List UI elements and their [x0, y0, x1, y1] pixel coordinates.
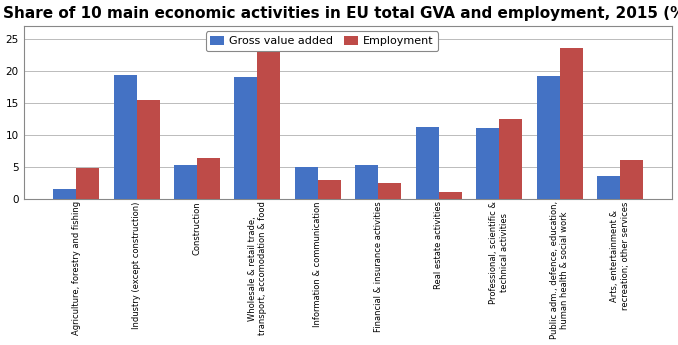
Bar	[235, 77, 258, 198]
Bar	[597, 176, 620, 198]
Legend: Gross value added, Employment: Gross value added, Employment	[206, 31, 438, 51]
Title: Share of 10 main economic activities in EU total GVA and employment, 2015 (%): Share of 10 main economic activities in …	[3, 6, 678, 21]
Bar	[378, 183, 401, 198]
Bar	[53, 189, 76, 198]
Bar	[258, 41, 281, 198]
Bar	[416, 127, 439, 198]
Bar	[476, 128, 499, 198]
Bar	[197, 158, 220, 198]
Bar	[136, 100, 159, 198]
Bar	[536, 76, 559, 198]
Bar	[355, 165, 378, 198]
Bar	[439, 191, 462, 198]
Bar	[620, 160, 643, 198]
Bar	[174, 165, 197, 198]
Bar	[559, 48, 582, 198]
Bar	[318, 180, 341, 198]
Bar	[76, 168, 99, 198]
Bar	[114, 75, 136, 198]
Bar	[295, 167, 318, 198]
Bar	[499, 119, 522, 198]
